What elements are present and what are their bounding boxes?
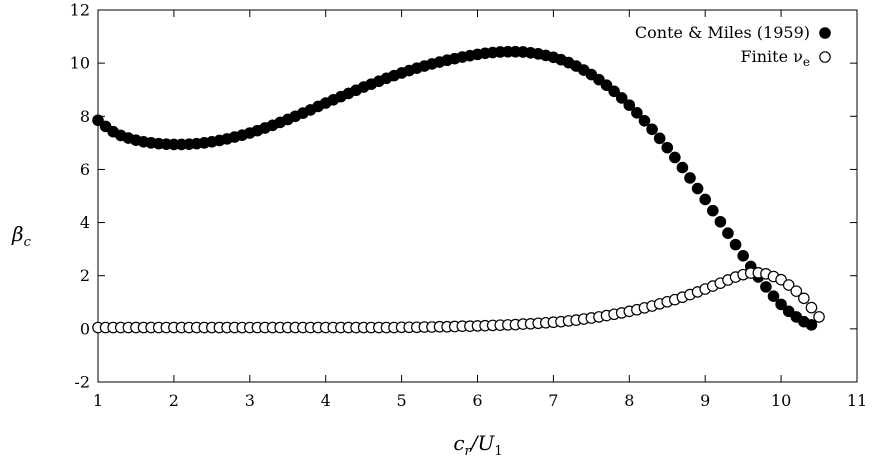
series-1-point-90 (775, 298, 787, 311)
series-1-point-67 (600, 79, 613, 91)
legend-marker-series-1 (819, 27, 831, 39)
x-tick-labels: 1 2 3 4 5 6 7 8 9 10 11 (93, 391, 867, 410)
series-1-point-73 (646, 123, 658, 136)
series-1-point-77 (676, 161, 689, 174)
x-tick-label-8: 9 (700, 391, 710, 410)
series-2-point-92 (790, 285, 803, 297)
x-tick-label-1: 2 (169, 391, 179, 410)
series-1-point-91 (782, 305, 795, 318)
legend-label-series-1: Conte & Miles (1959) (635, 23, 810, 42)
y-tick-label-0: -2 (74, 373, 90, 392)
series-1-point-80 (699, 193, 711, 206)
data-series (92, 45, 825, 334)
series-1-point-82 (714, 215, 727, 228)
series-1-point-79 (691, 182, 704, 195)
x-tick-label-4: 5 (397, 391, 407, 410)
series-1-point-88 (760, 281, 772, 293)
series-2-point-93 (798, 292, 810, 305)
series-2-point-91 (782, 279, 795, 291)
y-tick-label-6: 10 (70, 54, 90, 73)
series-1-point-89 (767, 290, 780, 302)
series-1-point-81 (706, 204, 719, 217)
series-1-point-76 (669, 151, 681, 164)
legend-marker-series-2 (819, 51, 831, 63)
y-tick-label-2: 2 (80, 266, 90, 285)
series-1-point-85 (737, 249, 749, 262)
series-1-point-0 (92, 114, 104, 127)
series-1-point-69 (615, 92, 628, 104)
x-tick-label-9: 10 (771, 391, 791, 410)
series-2-point-94 (805, 301, 818, 314)
series-2 (92, 266, 825, 334)
series-1 (92, 45, 818, 331)
series-1-point-68 (608, 85, 620, 98)
y-axis-label: βc (11, 222, 32, 250)
y-tick-label-7: 12 (70, 1, 90, 20)
series-1-point-78 (684, 172, 696, 184)
y-tick-labels: -2 0 2 4 6 8 10 12 (70, 1, 90, 392)
y-tick-label-5: 8 (80, 107, 90, 126)
y-tick-label-4: 6 (80, 160, 90, 179)
x-tick-label-3: 4 (321, 391, 331, 410)
series-1-point-72 (638, 115, 651, 127)
series-1-point-74 (653, 132, 666, 145)
series-1-point-71 (631, 107, 643, 119)
x-tick-label-0: 1 (93, 391, 103, 410)
x-tick-label-6: 7 (548, 391, 558, 410)
series-1-point-75 (661, 141, 674, 154)
legend-label-series-2: Finite νe (741, 47, 810, 69)
x-tick-label-5: 6 (472, 391, 482, 410)
series-1-point-70 (623, 99, 636, 111)
series-2-point-95 (813, 311, 825, 323)
series-1-point-83 (722, 227, 734, 239)
x-tick-label-7: 8 (624, 391, 634, 410)
x-tick-label-2: 3 (245, 391, 255, 410)
axis-ticks (97, 9, 858, 383)
y-tick-label-1: 0 (80, 319, 90, 338)
series-1-point-84 (729, 238, 742, 251)
series-1-point-94 (805, 319, 818, 331)
x-axis-label: cr/U1 (453, 431, 502, 459)
x-tick-label-10: 11 (847, 391, 867, 410)
y-tick-label-3: 4 (80, 213, 90, 232)
series-1-point-66 (593, 73, 605, 86)
legend: Conte & Miles (1959) Finite νe (635, 23, 831, 69)
